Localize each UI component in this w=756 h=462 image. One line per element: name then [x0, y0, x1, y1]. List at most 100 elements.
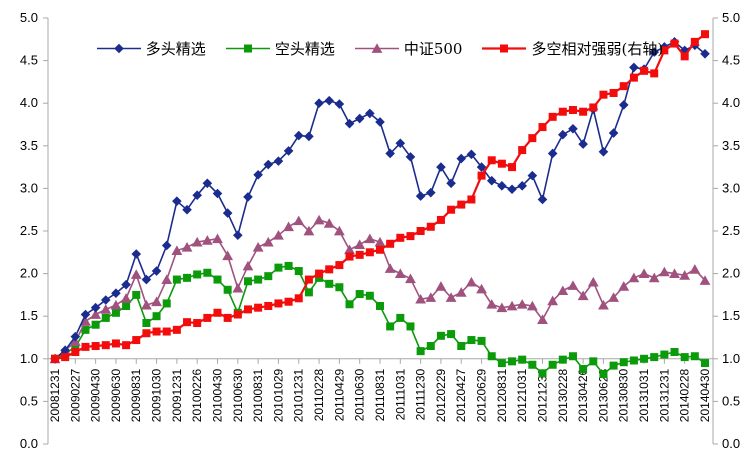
square-marker — [660, 350, 669, 359]
square-marker — [243, 277, 252, 286]
diamond-marker — [344, 118, 355, 129]
triangle-marker — [577, 290, 589, 301]
square-marker — [538, 369, 547, 378]
triangle-marker — [506, 300, 518, 311]
square-marker — [406, 322, 415, 331]
square-marker — [345, 300, 354, 309]
square-marker — [193, 319, 202, 328]
y-tick-label-left: 2.5 — [20, 223, 38, 238]
square-marker — [690, 352, 699, 361]
square-marker — [497, 359, 506, 368]
series-kongtou — [51, 261, 709, 379]
y-tick-label-right: 0.5 — [722, 393, 740, 408]
triangle-marker — [201, 235, 213, 245]
square-marker — [558, 107, 567, 116]
square-marker — [294, 294, 303, 303]
triangle-marker — [262, 236, 274, 247]
square-marker — [142, 319, 151, 328]
square-marker — [152, 327, 161, 336]
x-tick-label: 20130628 — [596, 368, 610, 422]
triangle-marker — [80, 316, 91, 326]
x-tick-label: 20120229 — [434, 368, 448, 422]
square-marker — [294, 267, 303, 276]
diamond-marker — [233, 230, 243, 241]
diamond-marker — [476, 162, 487, 172]
square-marker — [213, 275, 222, 284]
triangle-marker — [141, 299, 152, 310]
x-tick-label: 20100430 — [211, 368, 225, 422]
legend-item-zhongzheng500: 中证500 — [354, 38, 463, 59]
square-marker — [619, 358, 628, 367]
square-marker — [355, 250, 364, 259]
triangle-marker — [130, 269, 142, 279]
square-marker — [142, 329, 151, 338]
square-marker — [579, 107, 588, 116]
square-marker — [243, 305, 252, 314]
y-tick-label-left: 0.0 — [20, 436, 38, 451]
x-tick-label: 20120831 — [495, 368, 509, 422]
square-marker — [619, 82, 628, 91]
square-marker — [568, 106, 577, 115]
triangle-marker — [608, 292, 619, 302]
diamond-marker — [202, 178, 213, 189]
diamond-marker — [385, 148, 395, 159]
square-marker — [101, 313, 110, 322]
square-marker — [152, 312, 161, 321]
legend-label-zhongzheng500: 中证500 — [403, 40, 463, 58]
legend-marker-square-icon — [482, 44, 527, 53]
series-duokong — [51, 30, 709, 363]
diamond-marker — [90, 302, 101, 313]
legend-item-duokong: 多空相对强弱(右轴) — [482, 38, 663, 59]
diamond-marker — [182, 204, 192, 215]
triangle-marker — [699, 275, 711, 285]
square-marker — [629, 356, 638, 365]
square-marker — [183, 318, 192, 327]
triangle-marker — [344, 244, 355, 255]
square-marker — [609, 88, 618, 97]
triangle-marker — [598, 299, 609, 310]
square-marker — [599, 370, 608, 379]
square-marker — [162, 327, 171, 336]
diamond-marker — [527, 170, 538, 181]
y-tick-label-left: 4.5 — [20, 53, 38, 68]
square-marker — [406, 232, 415, 241]
square-marker — [426, 222, 435, 231]
square-marker — [500, 44, 509, 53]
diamond-marker — [113, 43, 124, 54]
x-tick-label: 20091231 — [170, 368, 184, 422]
square-marker — [193, 270, 202, 279]
square-marker — [315, 269, 324, 278]
square-marker — [680, 353, 689, 362]
triangle-marker — [323, 218, 335, 228]
x-tick-label: 20130228 — [556, 368, 570, 422]
x-tick-label: 20131231 — [657, 368, 671, 422]
legend-marker-diamond-icon — [96, 43, 141, 54]
square-marker — [416, 227, 425, 235]
x-tick-label: 20130426 — [576, 368, 590, 422]
triangle-marker — [371, 43, 383, 53]
square-marker — [335, 261, 344, 270]
diamond-marker — [517, 181, 527, 191]
square-marker — [335, 283, 344, 292]
diamond-marker — [507, 184, 517, 195]
square-marker — [650, 353, 659, 362]
x-axis-labels: 20081231 20090227 20090430 20090630 20090831… — [48, 368, 712, 422]
square-marker — [274, 263, 283, 272]
legend-label-duokong: 多空相对强弱(右轴) — [531, 40, 664, 58]
square-marker — [548, 360, 557, 369]
square-marker — [61, 353, 70, 362]
triangle-marker — [415, 293, 427, 304]
square-marker — [111, 308, 120, 317]
square-marker — [365, 248, 374, 257]
y-tick-label-right: 1.5 — [722, 308, 740, 323]
square-marker — [518, 146, 527, 155]
square-marker — [376, 301, 384, 310]
diamond-marker — [598, 146, 609, 157]
square-marker — [315, 273, 324, 282]
triangle-marker — [476, 283, 487, 294]
diamond-marker — [151, 266, 162, 276]
x-tick-label: 20090430 — [89, 368, 103, 422]
square-marker — [487, 352, 496, 361]
square-marker — [264, 301, 273, 310]
